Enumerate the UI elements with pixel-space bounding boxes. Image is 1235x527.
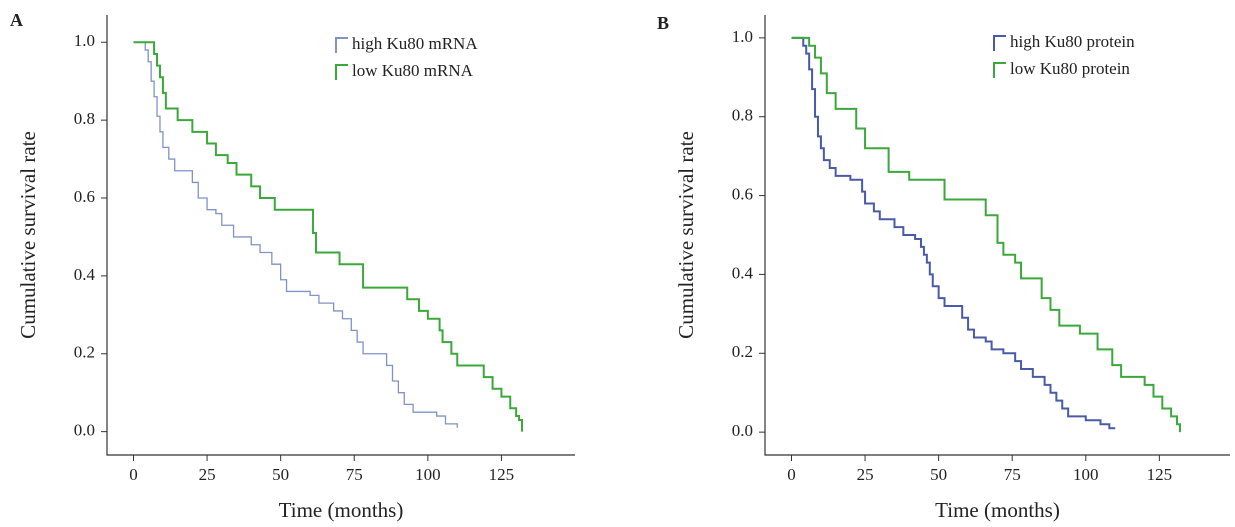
survival-curve	[133, 41, 524, 432]
survival-curve	[791, 36, 1181, 433]
y-tick-label: 1.0	[732, 27, 753, 46]
y-tick-label: 0.4	[74, 265, 96, 284]
y-tick-label: 1.0	[74, 31, 95, 50]
x-axis-title: Time (months)	[935, 498, 1060, 522]
y-tick-label: 0.0	[74, 421, 95, 440]
x-axis-title: Time (months)	[279, 498, 404, 522]
panel-label: A	[10, 10, 23, 30]
axes	[106, 15, 575, 456]
legend-label: high Ku80 mRNA	[352, 34, 478, 53]
survival-curve	[133, 41, 458, 428]
legend-symbol	[335, 64, 348, 80]
y-axis-title: Cumulative survival rate	[674, 131, 698, 339]
x-tick-label: 50	[272, 465, 289, 484]
x-tick-label: 50	[930, 465, 947, 484]
axes	[764, 15, 1230, 456]
panel-label: B	[657, 13, 669, 33]
y-tick-label: 0.8	[732, 106, 753, 125]
x-tick-label: 125	[489, 465, 515, 484]
y-axis-title: Cumulative survival rate	[16, 131, 40, 339]
x-tick-label: 100	[415, 465, 441, 484]
y-tick-label: 0.2	[732, 342, 753, 361]
legend-symbol	[993, 62, 1006, 78]
x-tick-label: 25	[199, 465, 216, 484]
x-tick-label: 125	[1147, 465, 1173, 484]
y-tick-label: 0.4	[732, 263, 754, 282]
x-tick-label: 75	[346, 465, 363, 484]
y-tick-label: 0.6	[74, 187, 95, 206]
legend-symbol	[335, 37, 348, 53]
y-tick-label: 0.0	[732, 421, 753, 440]
legend-label: high Ku80 protein	[1010, 32, 1135, 51]
legend-label: low Ku80 protein	[1010, 59, 1130, 78]
survival-curve	[791, 36, 1116, 430]
y-tick-label: 0.8	[74, 109, 95, 128]
x-tick-label: 0	[787, 465, 796, 484]
x-tick-label: 75	[1004, 465, 1021, 484]
legend-symbol	[993, 35, 1006, 51]
x-tick-label: 25	[857, 465, 874, 484]
y-tick-label: 0.6	[732, 184, 753, 203]
x-tick-label: 0	[129, 465, 138, 484]
y-tick-label: 0.2	[74, 343, 95, 362]
x-tick-label: 100	[1073, 465, 1099, 484]
legend-label: low Ku80 mRNA	[352, 61, 474, 80]
